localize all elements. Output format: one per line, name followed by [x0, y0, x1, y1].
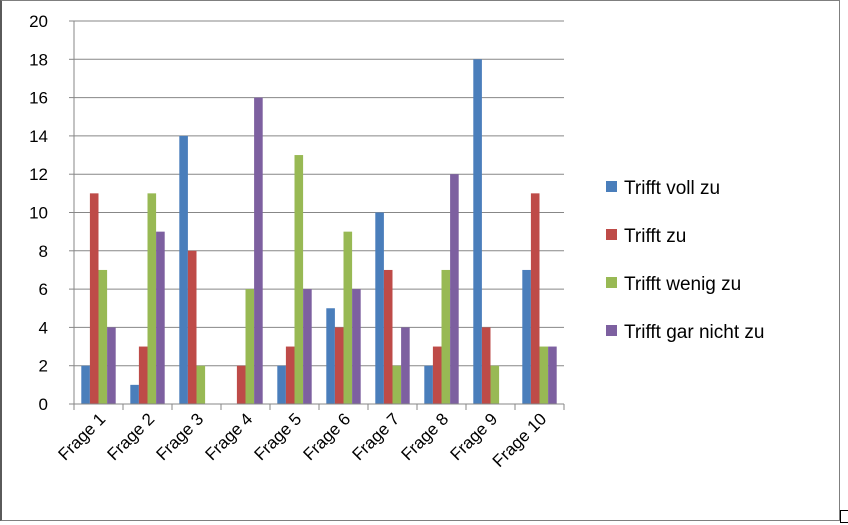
bar-trifft-zu	[236, 365, 246, 404]
x-tick-label: Frage 5	[250, 409, 305, 464]
y-tick-label: 0	[39, 395, 48, 414]
bar-trifft-wenig-zu	[343, 231, 353, 404]
bar-trifft-zu	[530, 193, 540, 404]
bar-trifft-wenig-zu	[392, 365, 402, 404]
bar-trifft-gar-nicht-zu	[352, 289, 361, 404]
legend-label: Trifft gar nicht zu	[624, 322, 764, 343]
y-tick-label: 12	[29, 165, 48, 184]
bar-trifft-gar-nicht-zu	[107, 327, 116, 404]
bar-trifft-voll-zu	[277, 365, 286, 404]
y-tick-label: 16	[29, 89, 48, 108]
bar-trifft-zu	[432, 346, 442, 404]
bar-trifft-zu	[138, 346, 148, 404]
bar-trifft-voll-zu	[326, 308, 335, 404]
bar-trifft-gar-nicht-zu	[548, 346, 557, 404]
y-tick-labels: 0 2 4 6 8 10 12 14 16 18 20	[29, 12, 48, 414]
y-tick-label: 10	[29, 204, 48, 223]
bar-trifft-wenig-zu	[294, 155, 304, 404]
legend-label: Trifft zu	[624, 226, 686, 247]
bar-trifft-voll-zu	[424, 365, 433, 404]
bar-trifft-wenig-zu	[98, 269, 108, 404]
bar-trifft-gar-nicht-zu	[254, 97, 263, 404]
legend-label: Trifft wenig zu	[624, 274, 741, 295]
bar-trifft-voll-zu	[522, 269, 531, 404]
bar-trifft-zu	[89, 193, 99, 404]
bar-trifft-gar-nicht-zu	[401, 327, 410, 404]
bar-trifft-wenig-zu	[490, 365, 500, 404]
bar-trifft-wenig-zu	[147, 193, 157, 404]
bar-trifft-wenig-zu	[196, 365, 206, 404]
x-tick-label: Frage 6	[299, 409, 354, 464]
bar-trifft-zu	[285, 346, 295, 404]
bar-trifft-zu	[334, 327, 344, 404]
x-tick-label: Frage 4	[201, 409, 256, 464]
legend-label: Trifft voll zu	[624, 178, 720, 199]
bar-trifft-wenig-zu	[539, 346, 549, 404]
y-tick-label: 2	[39, 357, 48, 376]
y-tick-label: 20	[29, 12, 48, 31]
bar-trifft-wenig-zu	[245, 289, 255, 404]
y-tick-label: 6	[39, 280, 48, 299]
bar-trifft-gar-nicht-zu	[303, 289, 312, 404]
legend-swatch	[606, 229, 617, 240]
x-tick-label: Frage 7	[348, 409, 403, 464]
y-tick-label: 18	[29, 50, 48, 69]
x-tick-label: Frage 2	[103, 409, 158, 464]
y-tick-label: 4	[39, 318, 48, 337]
bar-trifft-voll-zu	[179, 135, 188, 404]
bar-trifft-gar-nicht-zu	[156, 231, 165, 404]
y-tick-label: 14	[29, 127, 48, 146]
axes	[69, 20, 565, 410]
x-tick-label: Frage 8	[397, 409, 452, 464]
legend-swatch	[606, 277, 617, 288]
legend: Trifft voll zu Trifft zu Trifft wenig zu Tr…	[606, 178, 764, 343]
bar-trifft-zu	[481, 327, 491, 404]
x-tick-label: Frage 10	[489, 409, 551, 471]
legend-swatch	[606, 325, 617, 336]
legend-swatch	[606, 181, 617, 192]
bar-trifft-voll-zu	[473, 59, 482, 405]
x-tick-label: Frage 1	[54, 409, 109, 464]
y-tick-label: 8	[39, 242, 48, 261]
x-tick-label: Frage 3	[152, 409, 207, 464]
bar-trifft-wenig-zu	[441, 269, 451, 404]
bar-trifft-zu	[187, 250, 197, 404]
bars	[81, 59, 557, 405]
bar-trifft-voll-zu	[81, 365, 90, 404]
bar-trifft-gar-nicht-zu	[450, 174, 459, 404]
bar-trifft-voll-zu	[375, 212, 384, 404]
bar-trifft-voll-zu	[130, 384, 139, 404]
corner-mark	[840, 510, 848, 523]
bar-trifft-zu	[383, 269, 393, 404]
